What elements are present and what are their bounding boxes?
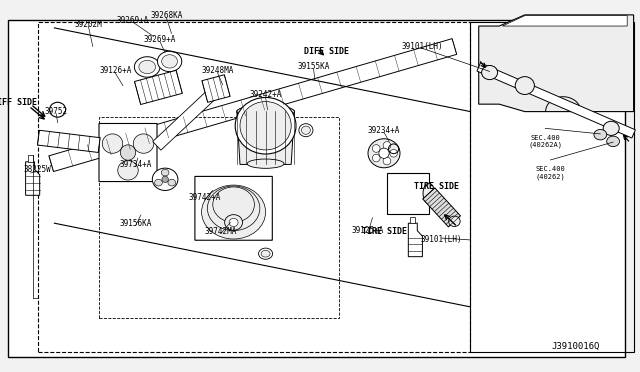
Circle shape [379, 148, 389, 158]
Circle shape [120, 145, 136, 160]
Ellipse shape [449, 216, 460, 227]
Polygon shape [134, 70, 182, 105]
Bar [99, 117, 339, 318]
Polygon shape [502, 16, 627, 26]
Ellipse shape [368, 139, 400, 168]
Ellipse shape [102, 134, 123, 153]
Polygon shape [477, 63, 636, 138]
Text: 39101(LH): 39101(LH) [401, 42, 444, 51]
Ellipse shape [607, 136, 620, 147]
Polygon shape [387, 173, 429, 214]
Text: 39742+A: 39742+A [189, 193, 221, 202]
Polygon shape [237, 111, 294, 164]
Text: 38225W: 38225W [23, 165, 51, 174]
Text: 39202M: 39202M [74, 20, 102, 29]
Ellipse shape [247, 159, 284, 168]
FancyBboxPatch shape [195, 176, 272, 240]
Text: 39125+A: 39125+A [352, 226, 384, 235]
Ellipse shape [423, 183, 435, 203]
Text: 39101(LH): 39101(LH) [420, 235, 463, 244]
Ellipse shape [482, 65, 498, 80]
Ellipse shape [225, 215, 243, 230]
Bar [410, 217, 415, 223]
Ellipse shape [152, 168, 178, 190]
Text: DIFF SIDE: DIFF SIDE [304, 47, 349, 56]
Ellipse shape [236, 97, 296, 154]
Text: 39248MA: 39248MA [202, 66, 234, 75]
Ellipse shape [515, 77, 534, 94]
Ellipse shape [168, 179, 175, 186]
Ellipse shape [155, 179, 163, 186]
Polygon shape [202, 75, 230, 102]
Text: TIRE SIDE: TIRE SIDE [362, 227, 406, 236]
Text: 39155KA: 39155KA [298, 62, 330, 71]
Ellipse shape [240, 102, 291, 150]
Ellipse shape [118, 161, 138, 180]
Circle shape [372, 145, 380, 152]
Ellipse shape [133, 134, 154, 153]
Bar [38, 22, 470, 352]
Text: SEC.400
(40262): SEC.400 (40262) [536, 166, 565, 180]
Ellipse shape [594, 129, 607, 140]
Circle shape [372, 154, 380, 162]
Text: J3910016Q: J3910016Q [552, 342, 600, 351]
Ellipse shape [162, 55, 177, 68]
Text: 39268KA: 39268KA [150, 11, 182, 20]
Text: 39269+A: 39269+A [117, 16, 149, 25]
Bar [470, 22, 634, 352]
Text: SEC.400
(40262A): SEC.400 (40262A) [528, 135, 563, 148]
Circle shape [390, 150, 397, 157]
Polygon shape [26, 162, 40, 195]
Polygon shape [153, 90, 215, 150]
Ellipse shape [207, 186, 260, 231]
Ellipse shape [202, 185, 266, 239]
Ellipse shape [229, 218, 238, 227]
Polygon shape [38, 130, 100, 153]
Ellipse shape [139, 60, 156, 74]
Polygon shape [49, 39, 457, 171]
Text: 39126+A: 39126+A [99, 66, 131, 75]
Text: 39156KA: 39156KA [120, 219, 152, 228]
Ellipse shape [299, 124, 313, 137]
Ellipse shape [212, 187, 255, 222]
Text: 39242+A: 39242+A [250, 90, 282, 99]
Text: 39752: 39752 [45, 107, 68, 116]
Text: 39742MA: 39742MA [205, 227, 237, 236]
Text: DIFF SIDE: DIFF SIDE [0, 98, 36, 107]
Polygon shape [479, 15, 634, 112]
Ellipse shape [259, 248, 273, 259]
Ellipse shape [237, 105, 294, 118]
Bar [28, 155, 33, 162]
Text: 39234+A: 39234+A [368, 126, 400, 135]
Text: 39269+A: 39269+A [144, 35, 176, 44]
Ellipse shape [301, 126, 310, 134]
Ellipse shape [134, 57, 160, 77]
Ellipse shape [604, 121, 620, 135]
Polygon shape [423, 188, 460, 227]
Circle shape [162, 176, 168, 183]
Text: 39734+A: 39734+A [120, 160, 152, 169]
Ellipse shape [161, 169, 169, 176]
Polygon shape [408, 223, 422, 257]
Circle shape [383, 142, 391, 149]
Circle shape [383, 157, 391, 165]
FancyBboxPatch shape [99, 124, 157, 182]
Text: TIRE SIDE: TIRE SIDE [414, 182, 459, 191]
Ellipse shape [261, 250, 270, 257]
Ellipse shape [157, 51, 182, 71]
